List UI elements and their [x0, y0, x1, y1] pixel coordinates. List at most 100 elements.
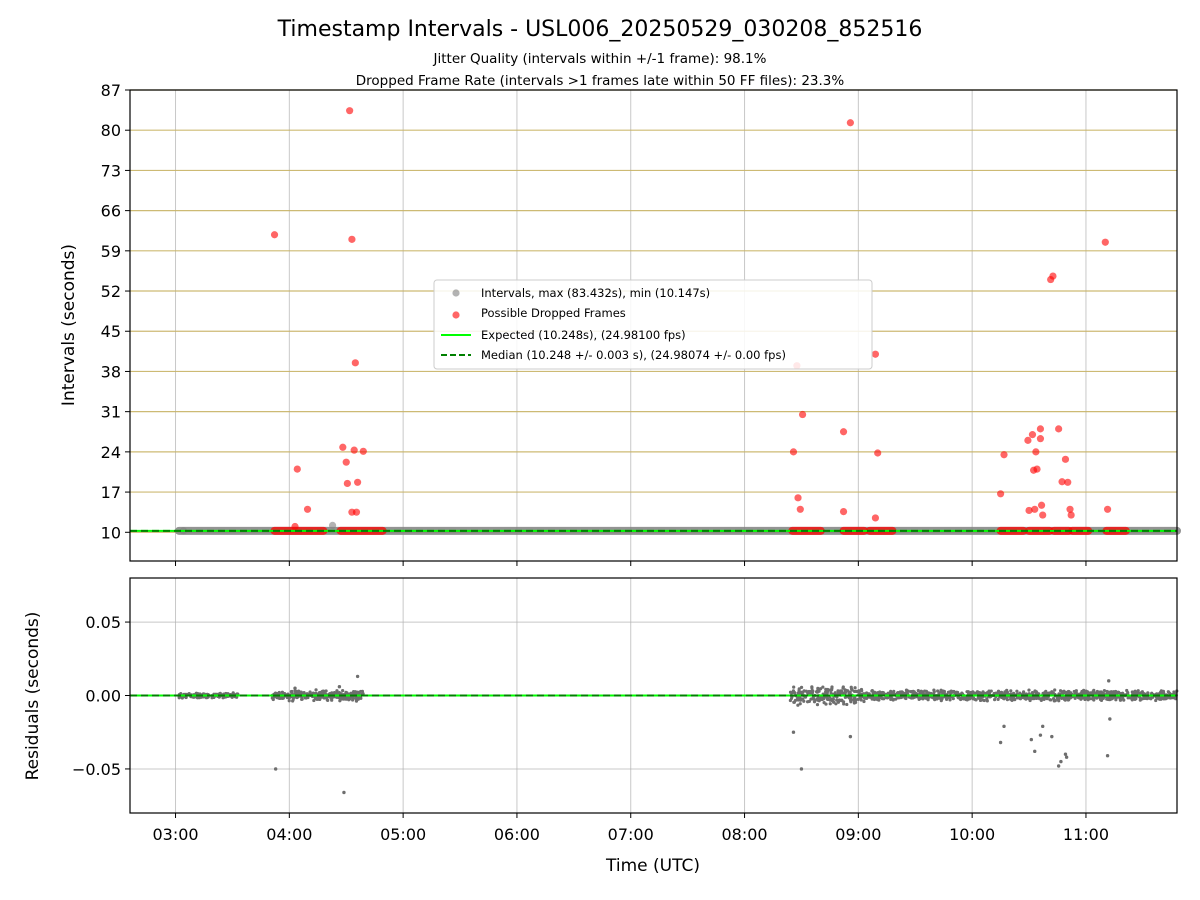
residual-point: [848, 698, 853, 702]
residual-point: [1083, 697, 1087, 701]
residual-point: [287, 699, 291, 703]
residual-point: [816, 687, 820, 691]
dropped-frame-point: [1032, 448, 1040, 456]
residual-point: [871, 696, 875, 700]
residual-point: [1018, 691, 1022, 695]
residual-outlier-point: [1041, 724, 1045, 729]
residual-point: [856, 697, 860, 702]
residual-point: [1053, 688, 1057, 692]
dropped-frame-point: [351, 359, 359, 367]
time-xtick-label: 07:00: [608, 825, 654, 844]
residual-point: [828, 702, 832, 706]
figure-subtitle-jitter: Jitter Quality (intervals within +/-1 fr…: [433, 51, 767, 67]
residual-point: [847, 696, 851, 700]
residual-point: [231, 691, 235, 695]
residual-point: [849, 685, 853, 689]
residual-point: [280, 690, 284, 694]
intervals-ytick-label: 45: [101, 322, 121, 341]
dropped-frame-point: [1036, 435, 1045, 443]
residual-point: [983, 691, 987, 695]
residual-point: [312, 698, 316, 703]
residual-point: [844, 688, 848, 693]
dropped-frame-point: [352, 508, 361, 516]
residual-point: [340, 697, 344, 701]
residual-point: [1110, 691, 1114, 695]
intervals-ytick-label: 80: [101, 121, 121, 140]
dropped-frame-point: [1000, 451, 1008, 459]
residual-point: [978, 698, 983, 703]
residuals-ytick-label: 0.00: [85, 687, 121, 706]
residual-point: [314, 688, 318, 692]
residual-point: [1015, 689, 1019, 693]
residual-point: [897, 691, 901, 695]
residual-point: [932, 688, 936, 692]
residual-outlier-point: [337, 684, 342, 689]
residual-point: [997, 690, 1001, 695]
residual-point: [1169, 696, 1173, 700]
residual-point: [1110, 697, 1114, 701]
residual-point: [1105, 697, 1109, 701]
residual-point: [1140, 690, 1144, 694]
dropped-frame-point: [1024, 436, 1032, 444]
dropped-frame-point: [796, 505, 804, 513]
residual-point: [218, 691, 222, 695]
residual-point: [841, 700, 846, 704]
residual-outlier-point: [1056, 764, 1061, 768]
time-xtick-label: 10:00: [949, 825, 995, 844]
residual-point: [1027, 688, 1031, 692]
residual-point: [859, 698, 863, 702]
residual-point: [820, 697, 824, 702]
residual-point: [179, 691, 183, 696]
residual-point: [1102, 688, 1107, 693]
residual-point: [810, 685, 814, 689]
dropped-frame-point: [1067, 511, 1075, 519]
residual-point: [926, 698, 930, 702]
residual-point: [821, 685, 825, 689]
residual-point: [799, 685, 804, 689]
residual-point: [1005, 688, 1009, 692]
intervals-grid: [130, 89, 1177, 561]
dropped-frame-point: [1036, 425, 1045, 433]
residual-outlier-point: [1002, 724, 1006, 729]
dropped-frame-point: [1055, 425, 1063, 433]
residual-point: [830, 685, 834, 689]
residual-point: [1035, 696, 1040, 700]
residual-point: [882, 697, 886, 701]
residual-point: [966, 690, 970, 694]
residual-point: [1051, 696, 1056, 701]
dropped-frame-point: [1025, 506, 1033, 515]
residual-point: [854, 689, 858, 693]
intervals-ytick-label: 31: [101, 403, 121, 422]
residual-point: [1013, 698, 1017, 702]
residual-point: [1074, 689, 1078, 693]
residuals-axes-frame: [129, 577, 1178, 814]
dropped-frame-point: [346, 107, 354, 115]
residual-point: [359, 689, 363, 694]
intervals-ylabel: Intervals (seconds): [59, 244, 79, 406]
dropped-frame-point: [1033, 465, 1041, 473]
dropped-frame-point: [789, 448, 798, 456]
residual-point: [1088, 691, 1092, 695]
dropped-frame-point: [839, 508, 848, 516]
residual-point: [845, 702, 849, 707]
residual-outlier-point: [1063, 752, 1068, 756]
residual-point: [351, 698, 355, 702]
residual-outlier-point: [1050, 734, 1054, 739]
residual-point: [889, 697, 893, 702]
residual-point: [878, 692, 883, 696]
residual-point: [885, 695, 890, 700]
residuals-ylabel: Residuals (seconds): [23, 612, 43, 781]
residual-point: [872, 690, 877, 694]
legend-label-intervals: Intervals, max (83.432s), min (10.147s): [481, 286, 710, 300]
residual-point: [1066, 691, 1070, 696]
residual-point: [829, 691, 833, 695]
residual-point: [1002, 697, 1006, 701]
residual-point: [1050, 690, 1054, 694]
dropped-frame-point: [342, 458, 350, 466]
residual-point: [977, 696, 981, 700]
dropped-frame-point: [871, 350, 880, 358]
residual-outlier-point: [998, 740, 1003, 745]
residual-outlier-point: [848, 734, 853, 739]
residual-point: [831, 697, 835, 701]
residual-point: [789, 696, 794, 701]
